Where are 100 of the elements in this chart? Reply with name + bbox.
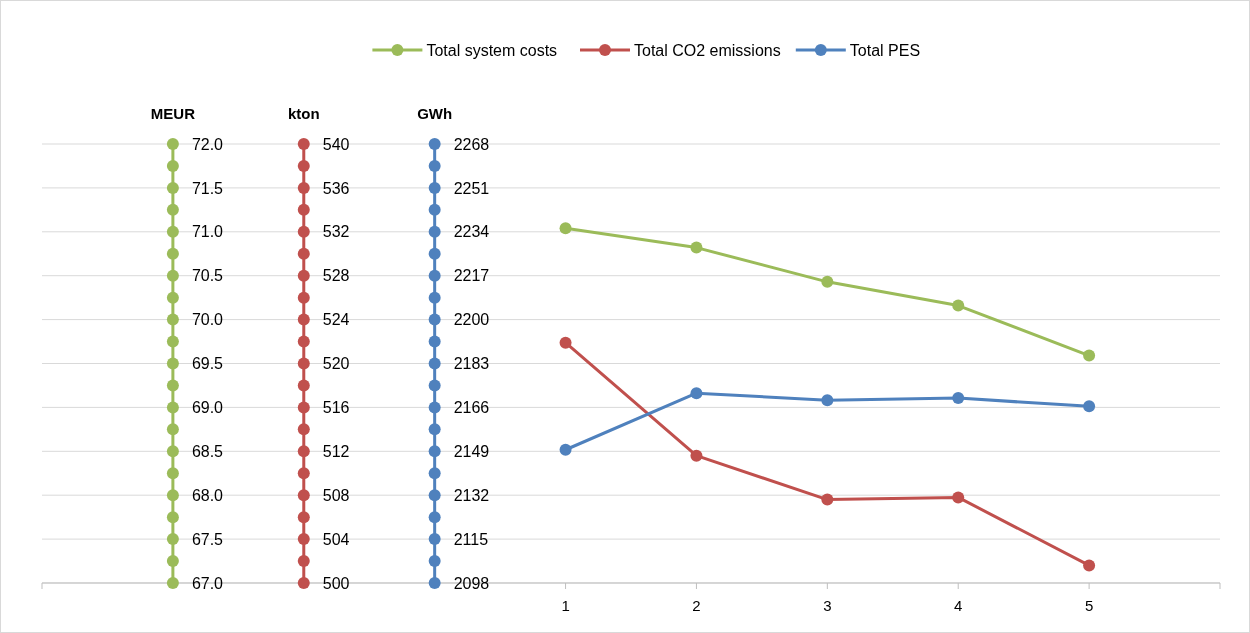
point xyxy=(428,138,441,150)
y3-tick-label: 2268 xyxy=(453,135,490,153)
point xyxy=(952,491,965,504)
point xyxy=(1083,400,1096,413)
point xyxy=(297,445,310,458)
y2-tick-label: 508 xyxy=(322,486,350,504)
point xyxy=(297,511,310,524)
point xyxy=(428,379,441,392)
point xyxy=(166,577,179,589)
x-tick-label: 1 xyxy=(561,597,570,614)
point xyxy=(166,533,179,546)
point xyxy=(428,247,441,260)
point xyxy=(297,423,310,436)
point xyxy=(297,533,310,546)
x-tick-label: 3 xyxy=(823,597,832,614)
y-tick-label: 70.5 xyxy=(191,267,224,285)
point xyxy=(166,335,179,348)
y3-tick-label: 2149 xyxy=(453,442,490,460)
y3-tick-label: 2234 xyxy=(453,223,490,241)
point xyxy=(428,203,441,216)
point xyxy=(297,181,310,194)
y3-tick-label: 2115 xyxy=(453,530,489,548)
point xyxy=(428,357,441,370)
y2-tick-label: 504 xyxy=(322,530,350,548)
x-tick-label: 5 xyxy=(1084,597,1094,614)
point xyxy=(166,291,179,304)
point xyxy=(559,336,572,349)
y-axis-title: MEUR xyxy=(150,105,196,122)
point xyxy=(428,401,441,414)
legend-label: Total PES xyxy=(849,41,921,59)
point xyxy=(297,138,310,150)
y-tick-label: 70.0 xyxy=(191,311,224,329)
point xyxy=(166,269,179,282)
legend-label: Total CO2 emissions xyxy=(634,41,781,59)
y3-tick-label: 2217 xyxy=(453,267,490,285)
y-tick-label: 67.0 xyxy=(191,574,224,592)
x-tick-label: 4 xyxy=(954,597,963,614)
point xyxy=(297,159,310,172)
point xyxy=(166,467,179,480)
point xyxy=(559,443,572,456)
y-tick-label: 69.5 xyxy=(191,355,224,373)
point xyxy=(297,225,310,238)
point xyxy=(690,449,703,462)
point xyxy=(1083,559,1096,572)
point xyxy=(297,577,310,589)
point xyxy=(821,275,834,288)
point xyxy=(166,511,179,524)
y2-tick-label: 540 xyxy=(322,135,350,153)
point xyxy=(428,291,441,304)
point xyxy=(297,357,310,370)
y3-axis-title: GWh xyxy=(417,105,453,122)
y3-tick-label: 2098 xyxy=(453,574,490,592)
y-tick-label: 68.0 xyxy=(191,486,224,504)
point xyxy=(428,159,441,172)
point xyxy=(297,203,310,216)
point xyxy=(428,181,441,194)
point xyxy=(952,392,965,405)
point xyxy=(952,299,965,312)
y3-tick-label: 2200 xyxy=(453,311,490,329)
point xyxy=(559,222,572,235)
point xyxy=(297,291,310,304)
point xyxy=(166,379,179,392)
point xyxy=(428,533,441,546)
x-tick-label: 2 xyxy=(692,597,701,614)
point xyxy=(166,138,179,150)
point xyxy=(297,335,310,348)
point xyxy=(166,247,179,260)
point xyxy=(428,555,441,568)
point xyxy=(297,489,310,502)
point xyxy=(166,225,179,238)
y-tick-label: 67.5 xyxy=(191,530,224,548)
y2-tick-label: 536 xyxy=(322,179,350,197)
y2-tick-label: 500 xyxy=(322,574,350,592)
y2-axis-title: kton xyxy=(287,105,320,122)
y-tick-label: 69.0 xyxy=(191,399,224,416)
y3-tick-label: 2132 xyxy=(453,486,490,504)
y-tick-label: 71.0 xyxy=(191,223,224,241)
point xyxy=(428,335,441,348)
point xyxy=(690,241,703,254)
point xyxy=(428,511,441,524)
point xyxy=(166,159,179,172)
point xyxy=(166,423,179,436)
y3-tick-label: 2183 xyxy=(453,355,490,373)
y2-tick-label: 532 xyxy=(322,223,350,241)
point xyxy=(428,577,441,589)
point xyxy=(166,489,179,502)
point xyxy=(428,467,441,480)
point xyxy=(297,247,310,260)
y-tick-label: 68.5 xyxy=(191,442,224,460)
y2-tick-label: 528 xyxy=(322,267,350,285)
point xyxy=(821,394,834,407)
point xyxy=(428,423,441,436)
point xyxy=(428,225,441,238)
point xyxy=(166,181,179,194)
point xyxy=(428,489,441,502)
y3-tick-label: 2251 xyxy=(453,179,490,197)
y3-tick-label: 2166 xyxy=(453,399,490,416)
point xyxy=(166,555,179,568)
point xyxy=(821,493,834,506)
y2-tick-label: 524 xyxy=(322,311,350,329)
